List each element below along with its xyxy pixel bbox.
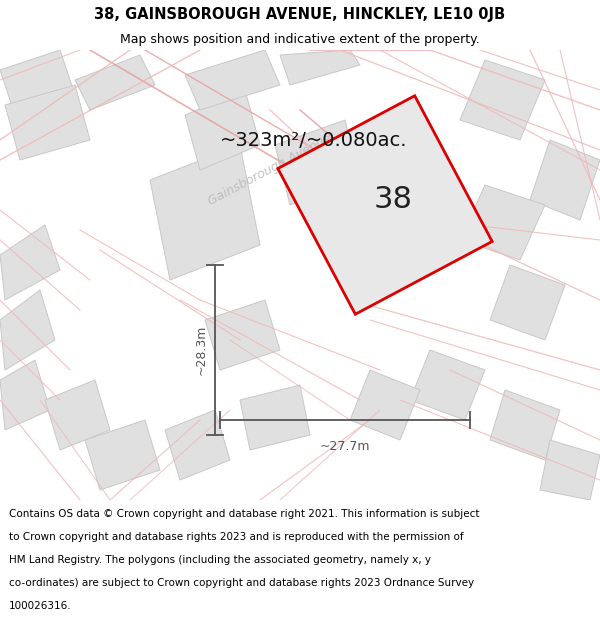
Text: co-ordinates) are subject to Crown copyright and database rights 2023 Ordnance S: co-ordinates) are subject to Crown copyr… bbox=[9, 578, 474, 588]
Polygon shape bbox=[540, 440, 600, 500]
Polygon shape bbox=[410, 350, 485, 420]
Polygon shape bbox=[275, 120, 360, 205]
Polygon shape bbox=[490, 265, 565, 340]
Polygon shape bbox=[205, 300, 280, 370]
Polygon shape bbox=[75, 55, 155, 110]
Polygon shape bbox=[240, 385, 310, 450]
Polygon shape bbox=[5, 85, 90, 160]
Polygon shape bbox=[350, 370, 420, 440]
Polygon shape bbox=[0, 50, 80, 130]
Text: HM Land Registry. The polygons (including the associated geometry, namely x, y: HM Land Registry. The polygons (includin… bbox=[9, 555, 431, 565]
Text: Contains OS data © Crown copyright and database right 2021. This information is : Contains OS data © Crown copyright and d… bbox=[9, 509, 479, 519]
Text: 38, GAINSBOROUGH AVENUE, HINCKLEY, LE10 0JB: 38, GAINSBOROUGH AVENUE, HINCKLEY, LE10 … bbox=[94, 6, 506, 21]
Polygon shape bbox=[530, 140, 600, 220]
Polygon shape bbox=[185, 50, 280, 110]
Polygon shape bbox=[0, 360, 50, 430]
Polygon shape bbox=[0, 290, 55, 370]
Text: ~323m²/~0.080ac.: ~323m²/~0.080ac. bbox=[220, 131, 407, 149]
Text: 38: 38 bbox=[373, 186, 413, 214]
Polygon shape bbox=[460, 60, 545, 140]
Polygon shape bbox=[45, 380, 110, 450]
Polygon shape bbox=[280, 50, 360, 85]
Polygon shape bbox=[150, 145, 260, 280]
Text: Gainsborough Avenue: Gainsborough Avenue bbox=[206, 132, 334, 208]
Polygon shape bbox=[0, 225, 60, 300]
Polygon shape bbox=[85, 420, 160, 490]
Text: ~27.7m: ~27.7m bbox=[320, 440, 370, 453]
Text: Map shows position and indicative extent of the property.: Map shows position and indicative extent… bbox=[120, 32, 480, 46]
Polygon shape bbox=[278, 96, 492, 314]
Text: ~28.3m: ~28.3m bbox=[194, 325, 208, 375]
Polygon shape bbox=[185, 90, 260, 170]
Polygon shape bbox=[460, 185, 545, 260]
Text: 100026316.: 100026316. bbox=[9, 601, 71, 611]
Polygon shape bbox=[490, 390, 560, 460]
Text: to Crown copyright and database rights 2023 and is reproduced with the permissio: to Crown copyright and database rights 2… bbox=[9, 532, 464, 542]
Polygon shape bbox=[165, 410, 230, 480]
